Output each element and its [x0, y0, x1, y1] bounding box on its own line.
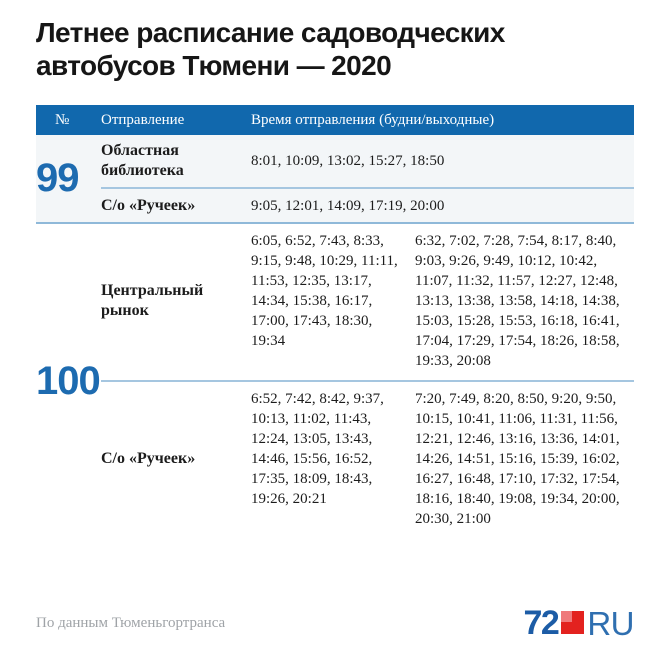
table-row: Центральный рынок 6:05, 6:52, 7:43, 8:33…	[101, 224, 634, 380]
header-cell-departure: Отправление	[101, 111, 185, 128]
table-row: С/о «Ручеек» 9:05, 12:01, 14:09, 17:19, …	[101, 187, 634, 222]
times-list: 8:01, 10:09, 13:02, 15:27, 18:50	[251, 153, 445, 169]
header-cell-times: Время отправления (будни/выходные)	[251, 111, 495, 128]
table-row: Областная библиотека 8:01, 10:09, 13:02,…	[101, 135, 634, 187]
stop-name: Областная библиотека	[101, 142, 184, 179]
data-source-text: По данным Тюменьгортранса	[36, 614, 226, 631]
route-rows: Центральный рынок 6:05, 6:52, 7:43, 8:33…	[101, 224, 634, 538]
table-row: С/о «Ручеек» 6:52, 7:42, 8:42, 9:37, 10:…	[101, 380, 634, 538]
footer: По данным Тюменьгортранса 72 RU	[36, 602, 634, 644]
times-group: 6:05, 6:52, 7:43, 8:33, 9:15, 9:48, 10:2…	[251, 231, 634, 371]
stop-name: С/о «Ручеек»	[101, 450, 196, 467]
times-group: 6:52, 7:42, 8:42, 9:37, 10:13, 11:02, 11…	[251, 389, 634, 529]
weekday-times-list: 6:52, 7:42, 8:42, 9:37, 10:13, 11:02, 11…	[251, 391, 384, 507]
logo-ru-text: RU	[587, 604, 634, 642]
stop-name: С/о «Ручеек»	[101, 196, 196, 214]
route-rows: Областная библиотека 8:01, 10:09, 13:02,…	[101, 135, 634, 222]
route-number: 100	[36, 358, 101, 403]
schedule-table: № Отправление Время отправления (будни/в…	[36, 105, 634, 538]
weekend-times-list: 7:20, 7:49, 8:20, 8:50, 9:20, 9:50, 10:1…	[415, 391, 620, 527]
site-logo: 72 RU	[524, 606, 635, 640]
logo-pixel-icon	[561, 610, 585, 634]
title-line-1: Летнее расписание садоводческих	[36, 17, 505, 48]
route-section-100: 100 Центральный рынок 6:05, 6:52, 7:43, …	[36, 224, 634, 538]
times-list: 9:05, 12:01, 14:09, 17:19, 20:00	[251, 197, 445, 214]
header-cell-number: №	[55, 111, 70, 128]
route-section-99: 99 Областная библиотека 8:01, 10:09, 13:…	[36, 135, 634, 224]
route-number: 99	[36, 156, 80, 200]
table-header-row: № Отправление Время отправления (будни/в…	[36, 105, 634, 135]
logo-72-text: 72	[523, 604, 560, 642]
page-title: Летнее расписание садоводческих автобусо…	[36, 16, 636, 82]
title-line-2: автобусов Тюмени — 2020	[36, 50, 392, 81]
stop-name: Центральный рынок	[101, 282, 204, 319]
weekend-times-list: 6:32, 7:02, 7:28, 7:54, 8:17, 8:40, 9:03…	[415, 233, 620, 369]
weekday-times-list: 6:05, 6:52, 7:43, 8:33, 9:15, 9:48, 10:2…	[251, 233, 398, 349]
